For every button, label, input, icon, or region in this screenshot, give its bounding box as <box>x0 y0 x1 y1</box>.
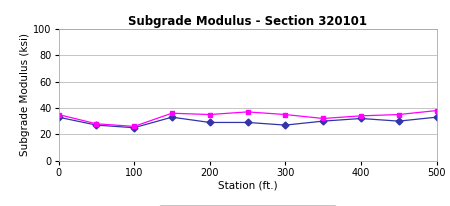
Y-axis label: Subgrade Modulus (ksi): Subgrade Modulus (ksi) <box>20 33 31 156</box>
8/28/2006 <box>358 115 364 117</box>
3/27/1996 <box>56 116 61 118</box>
8/28/2006 <box>169 112 175 115</box>
8/28/2006 <box>94 123 99 125</box>
Line: 8/28/2006: 8/28/2006 <box>56 108 439 129</box>
3/27/1996 <box>131 126 137 129</box>
8/28/2006 <box>396 113 401 116</box>
3/27/1996 <box>245 121 250 124</box>
3/27/1996 <box>207 121 212 124</box>
3/27/1996 <box>320 120 326 122</box>
X-axis label: Station (ft.): Station (ft.) <box>218 180 277 190</box>
8/28/2006 <box>245 111 250 113</box>
Legend: 3/27/1996, 8/28/2006: 3/27/1996, 8/28/2006 <box>159 205 336 206</box>
8/28/2006 <box>434 109 439 112</box>
3/27/1996 <box>396 120 401 122</box>
3/27/1996 <box>283 124 288 126</box>
3/27/1996 <box>358 117 364 120</box>
Line: 3/27/1996: 3/27/1996 <box>56 115 439 130</box>
3/27/1996 <box>169 116 175 118</box>
8/28/2006 <box>131 125 137 128</box>
3/27/1996 <box>94 124 99 126</box>
8/28/2006 <box>283 113 288 116</box>
8/28/2006 <box>56 113 61 116</box>
3/27/1996 <box>434 116 439 118</box>
Title: Subgrade Modulus - Section 320101: Subgrade Modulus - Section 320101 <box>128 15 367 28</box>
8/28/2006 <box>320 117 326 120</box>
8/28/2006 <box>207 113 212 116</box>
